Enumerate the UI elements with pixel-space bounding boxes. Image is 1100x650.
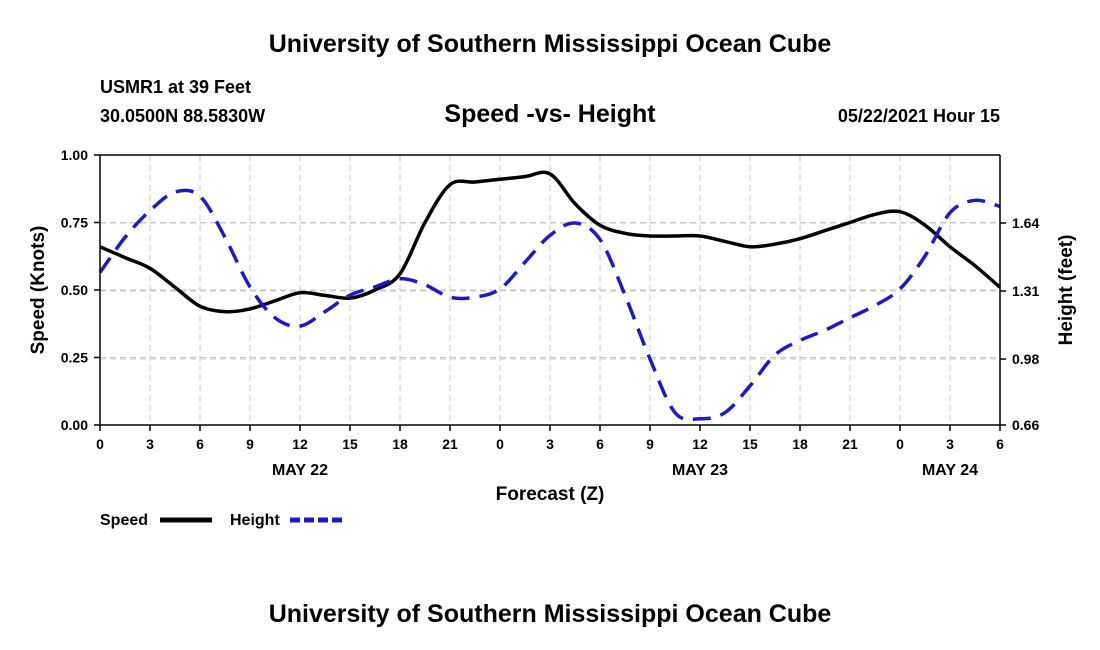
- y-left-tick-label: 0.75: [61, 215, 88, 231]
- x-tick-label: 18: [792, 436, 808, 452]
- x-axis-title: Forecast (Z): [496, 484, 605, 505]
- x-tick-label: 0: [496, 436, 504, 452]
- x-tick-label: 6: [996, 436, 1004, 452]
- y-left-tick-label: 0.25: [61, 350, 88, 366]
- bottom-title: University of Southern Mississippi Ocean…: [268, 600, 832, 628]
- x-tick-label: 3: [946, 436, 954, 452]
- x-tick-label: 0: [96, 436, 104, 452]
- y-left-axis-title: Speed (Knots): [28, 226, 49, 355]
- x-tick-label: 21: [442, 436, 458, 452]
- legend: Speed Height: [100, 512, 342, 529]
- y-right-tick-label: 0.66: [1012, 417, 1039, 433]
- x-tick-label: 6: [596, 436, 604, 452]
- x-tick-label: 21: [842, 436, 858, 452]
- x-tick-label: 18: [392, 436, 408, 452]
- x-tick-label: 12: [292, 436, 308, 452]
- y-left-tick-label: 1.00: [61, 147, 88, 163]
- y-left-tick-label: 0.50: [61, 282, 88, 298]
- forecast-datetime: 05/22/2021 Hour 15: [837, 106, 1000, 126]
- top-title: University of Southern Mississippi Ocean…: [268, 30, 832, 58]
- y-right-tick-label: 1.64: [1012, 215, 1039, 231]
- x-tick-label: 15: [342, 436, 358, 452]
- x-tick-label: 15: [742, 436, 758, 452]
- y-right-tick-label: 0.98: [1012, 351, 1039, 367]
- axis-labels: 0 3 6 9 12 15 18 21 0 3 6 9 12 15 18 21 0 3 6 0.00 0.25 0.50 0…: [28, 147, 1077, 505]
- x-tick-label: 3: [146, 436, 154, 452]
- x-tick-label: 12: [692, 436, 708, 452]
- date-label: MAY 22: [272, 462, 328, 479]
- series-line-speed: [99, 170, 1002, 314]
- speed-height-chart: 0 3 6 9 12 15 18 21 0 3 6 9 12 15 18 21 0 3 6 0.00 0.25 0.50 0…: [28, 147, 1077, 529]
- legend-label-speed: Speed: [100, 512, 148, 529]
- x-tick-label: 9: [646, 436, 654, 452]
- x-tick-label: 3: [546, 436, 554, 452]
- axis-ticks: [94, 154, 1006, 431]
- station-coordinates: 30.0500N 88.5830W: [100, 106, 266, 126]
- x-tick-label: 9: [246, 436, 254, 452]
- series-line-height: [98, 188, 1001, 422]
- x-tick-label: 6: [196, 436, 204, 452]
- chart-title: Speed -vs- Height: [444, 100, 656, 128]
- series-layer: [98, 170, 1002, 422]
- x-tick-label: 0: [896, 436, 904, 452]
- y-left-tick-label: 0.00: [61, 417, 88, 433]
- date-label: MAY 23: [672, 462, 728, 479]
- station-label: USMR1 at 39 Feet: [100, 77, 252, 97]
- grid-lines: [100, 155, 1000, 426]
- y-right-axis-title: Height (feet): [1056, 235, 1077, 346]
- y-right-tick-label: 1.31: [1012, 283, 1039, 299]
- legend-label-height: Height: [230, 512, 280, 529]
- date-label: MAY 24: [922, 462, 978, 479]
